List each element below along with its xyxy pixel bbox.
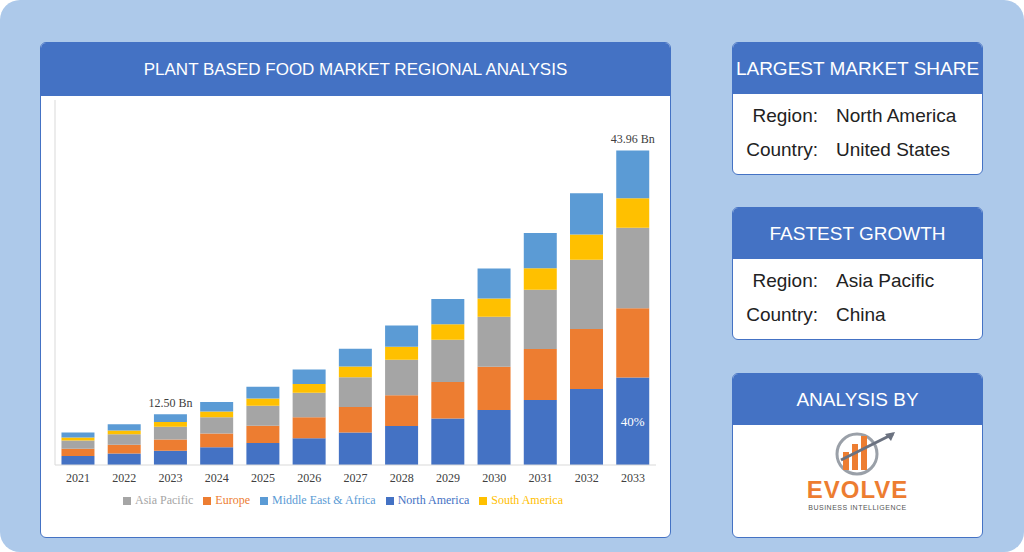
html-text:China: China [836,304,886,325]
svg-text:2021: 2021 [66,471,90,485]
html-text:BUSINESS INTELLIGENCE: BUSINESS INTELLIGENCE [808,504,907,511]
svg-text:2022: 2022 [112,471,136,485]
html-text:North America: North America [397,493,470,507]
html-text:Middle East & Africa: Middle East & Africa [272,493,376,507]
svg-text:2028: 2028 [390,471,414,485]
html-text:South America: South America [491,493,563,507]
html-text:United States: United States [836,139,951,160]
svg-text:12.50 Bn: 12.50 Bn [148,396,192,410]
html-text:PLANT BASED FOOD MARKET REGION: PLANT BASED FOOD MARKET REGIONAL ANALYSI… [143,59,568,79]
svg-text:2032: 2032 [575,471,599,485]
svg-text:2031: 2031 [528,471,552,485]
html-text:North America: North America [836,105,957,126]
svg-text:2030: 2030 [482,471,506,485]
html-text:Asia Pacific: Asia Pacific [135,493,194,507]
svg-text:2029: 2029 [436,471,460,485]
svg-text:2033: 2033 [621,471,645,485]
html-text:LARGEST MARKET SHARE: LARGEST MARKET SHARE [735,57,980,79]
svg-text:2027: 2027 [344,471,368,485]
svg-text:40%: 40% [621,414,645,429]
html-text:ANALYSIS BY: ANALYSIS BY [796,388,919,410]
html-text:Country:: Country: [746,139,818,160]
html-text:Region:: Region: [752,105,818,126]
html-text:Country:: Country: [746,304,818,325]
svg-text:2024: 2024 [205,471,229,485]
svg-text:2026: 2026 [297,471,321,485]
html-text:EVOLVE: EVOLVE [806,476,909,503]
svg-text:2023: 2023 [159,471,183,485]
svg-text:43.96 Bn: 43.96 Bn [611,132,655,146]
svg-text:2025: 2025 [251,471,275,485]
html-text:FASTEST GROWTH: FASTEST GROWTH [769,222,946,244]
html-text:Europe: Europe [215,493,250,507]
html-text:Asia Pacific: Asia Pacific [836,270,935,291]
html-text:Region:: Region: [752,270,818,291]
